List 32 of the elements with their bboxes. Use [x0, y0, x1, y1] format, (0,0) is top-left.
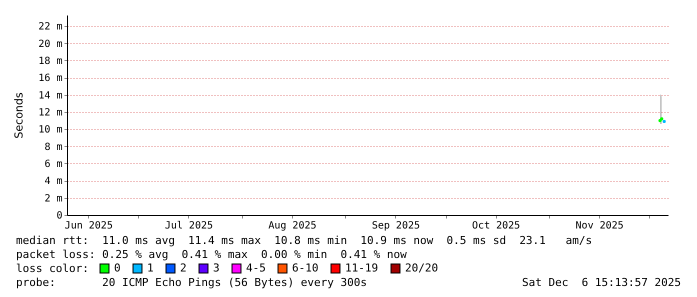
text: median rtt: 11.0 ms avg 11.4 ms max 10.8 ms min 10.9 ms now 0.5 ms sd 23.1 am/s	[16, 234, 592, 248]
y-tick-label: 22 m	[38, 22, 62, 33]
y-tick-label: 20 m	[38, 38, 62, 50]
x-tick-label: Jun 2025	[64, 220, 113, 232]
y-tick-label: 4 m	[44, 176, 62, 188]
text: probe: 20 ICMP Echo Pings (56 Bytes) every 300s	[16, 276, 367, 290]
x-tick-label: Jul 2025	[164, 220, 214, 232]
legend-label: 20/20	[405, 262, 438, 275]
text: packet loss: 0.25 % avg 0.41 % max 0.00 % min 0.41 % now	[16, 248, 407, 262]
y-tick-label: 8 m	[44, 142, 62, 153]
y-axis-title: Seconds	[12, 92, 26, 139]
y-tick-label: 6 m	[44, 159, 62, 170]
y-tick-label: 12 m	[38, 107, 62, 118]
legend-label: 3	[213, 262, 220, 275]
x-tick-label: Nov 2025	[576, 220, 624, 232]
legend-label: 2	[180, 262, 187, 275]
legend-label: 4-5	[246, 262, 266, 275]
y-tick-label: 10 m	[38, 124, 62, 136]
y-tick-label: 14 m	[38, 90, 62, 102]
legend-title: loss color:	[16, 262, 89, 275]
y-tick-label: 18 m	[38, 56, 62, 67]
legend-label: 11-19	[345, 262, 378, 275]
y-tick-label: 0	[56, 210, 62, 222]
legend-label: 1	[147, 262, 154, 275]
x-tick-label: Oct 2025	[472, 220, 520, 232]
legend-label: 0	[114, 262, 121, 275]
text: Sat Dec 6 15:13:57 2025	[522, 276, 681, 290]
x-tick-label: Aug 2025	[268, 220, 317, 232]
x-tick-label: Sep 2025	[372, 220, 420, 232]
y-tick-label: 2 m	[44, 193, 62, 204]
legend-label: 6-10	[292, 262, 318, 275]
y-tick-label: 16 m	[38, 73, 62, 84]
